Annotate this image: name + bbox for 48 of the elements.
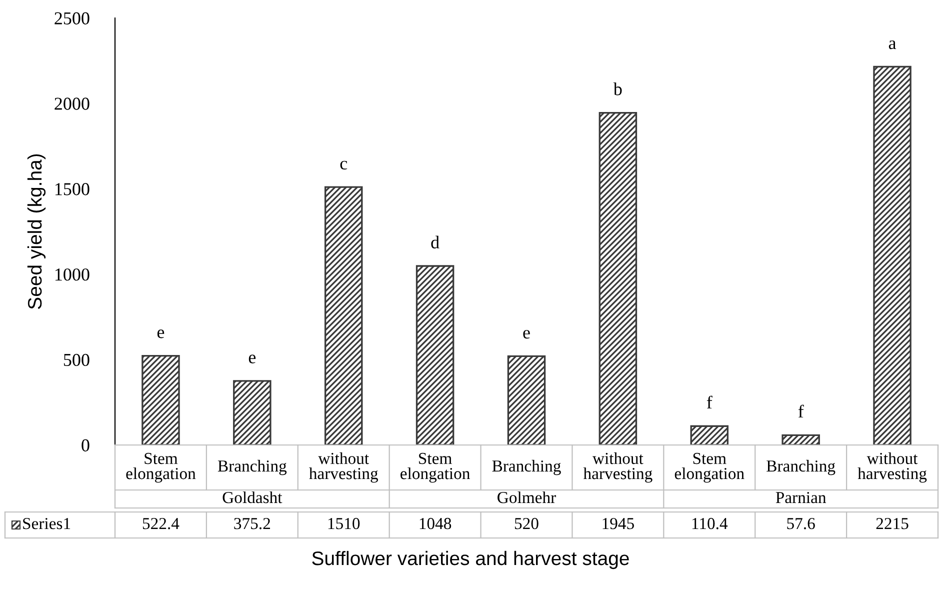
text: Golmehr (498, 491, 556, 504)
y-tick-label: 1500 (55, 183, 90, 196)
y-tick-label: 2500 (54, 12, 90, 24)
bar (507, 355, 546, 445)
y-axis-title: Seed yield (kg.ha) (27, 154, 46, 309)
data-label: 110.4 (692, 518, 728, 530)
data-label: 375.2 (234, 518, 270, 530)
text: Goldasht (222, 491, 282, 504)
bar (416, 265, 454, 445)
x-tick-label: without harvesting (583, 452, 652, 483)
annotation: e (248, 354, 256, 364)
x-tick-label: without harvesting (309, 452, 378, 483)
bar (690, 425, 729, 445)
data-label: 520 (514, 518, 538, 530)
annotation: c (340, 160, 348, 170)
x-tick-label: Branching (492, 460, 561, 476)
x-tick-label: Stem elongation (400, 452, 470, 483)
bar (233, 380, 272, 445)
x-tick-label: Stem elongation (126, 452, 196, 483)
y-tick-label: 500 (64, 354, 90, 366)
bar (142, 354, 180, 445)
x-tick-label: without harvesting (858, 452, 927, 483)
legend-label: Series1 (23, 518, 70, 530)
data-label: 1945 (602, 518, 634, 530)
annotation: e (523, 330, 530, 339)
data-label: 1510 (328, 518, 360, 530)
data-label: 1048 (420, 518, 452, 530)
data-label: 57.6 (787, 518, 815, 530)
y-tick-label: 1000 (55, 268, 90, 281)
annotation: d (431, 236, 440, 248)
data-label: 2215 (876, 518, 908, 530)
x-tick-label: Branching (766, 460, 836, 476)
bar (324, 186, 363, 445)
data-label: 522.4 (142, 518, 180, 530)
x-axis-title: Sufflower varieties and harvest stage (312, 550, 629, 570)
bar (598, 112, 638, 445)
annotation: e (157, 330, 164, 338)
bar (782, 434, 820, 445)
bar (873, 66, 912, 445)
y-tick-label: 2000 (54, 98, 90, 110)
x-tick-label: Branching (218, 460, 287, 476)
y-tick-label: 0 (82, 439, 90, 452)
annotation: f (706, 396, 712, 408)
text: Parnian (776, 492, 826, 504)
annotation: a (888, 40, 896, 50)
x-tick-label: Stem elongation (674, 452, 744, 483)
annotation: b (613, 82, 622, 96)
annotation: f (798, 404, 804, 418)
